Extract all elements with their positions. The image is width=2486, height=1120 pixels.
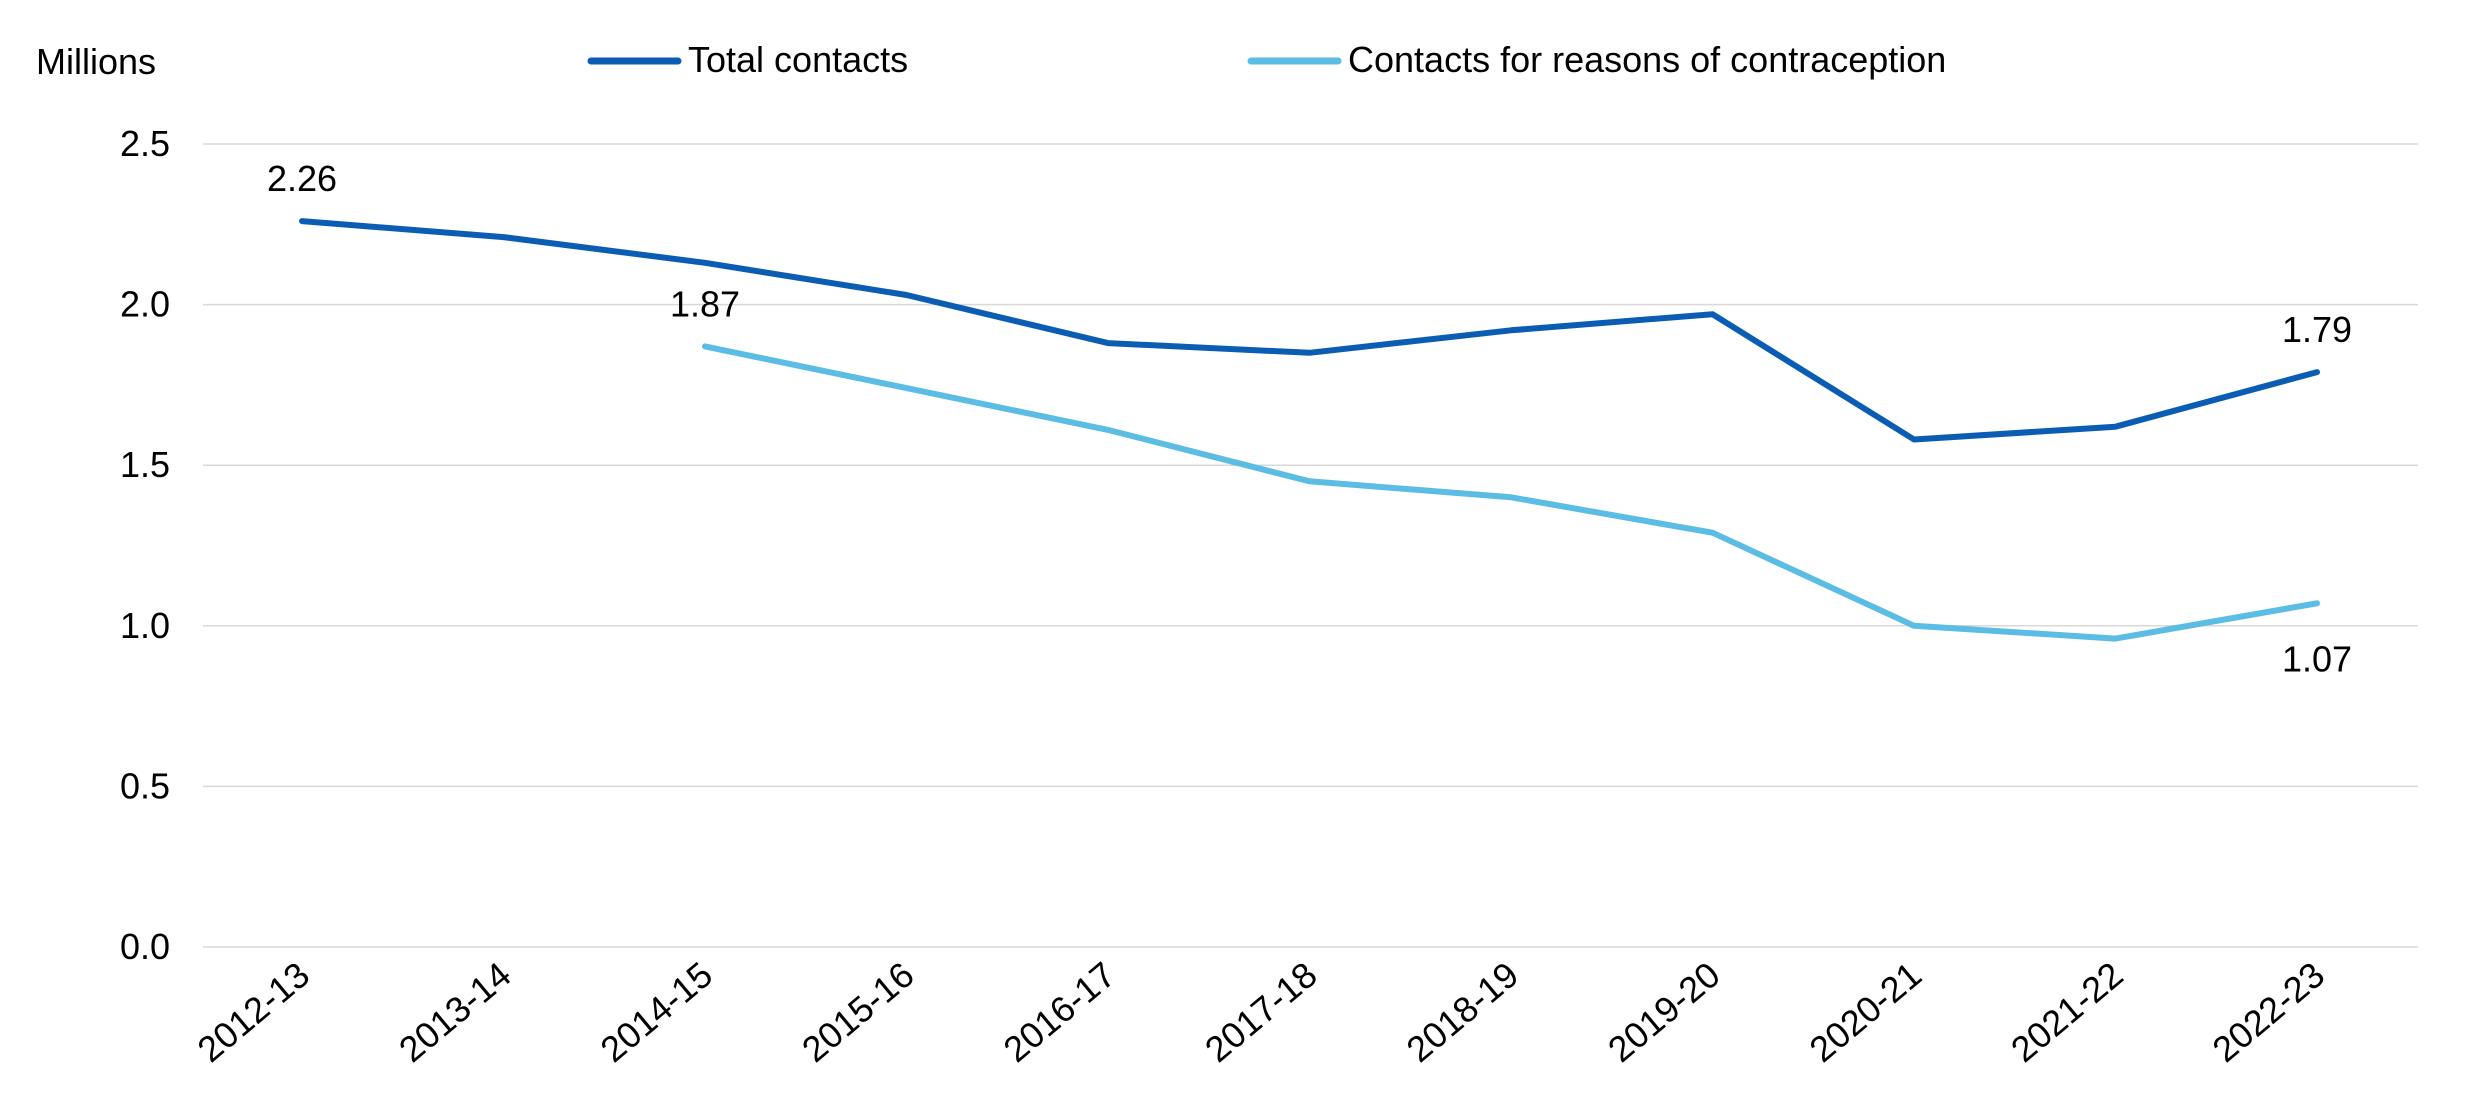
legend-item-total-contacts: Total contacts <box>587 39 908 80</box>
y-tick-label: 2.0 <box>120 284 170 325</box>
legend-item-contraception: Contacts for reasons of contraception <box>1247 39 1946 80</box>
y-tick-label: 0.0 <box>120 926 170 967</box>
y-axis-tick-labels: 0.0 0.5 1.0 1.5 2.0 2.5 <box>120 123 170 967</box>
data-label: 1.87 <box>670 283 740 324</box>
y-tick-label: 2.5 <box>120 123 170 164</box>
x-axis-tick-labels: 2012-13 2013-14 2014-15 2015-16 2016-17 2017-… <box>190 954 2333 1070</box>
legend-label-contraception: Contacts for reasons of contraception <box>1348 39 1946 80</box>
x-tick-label: 2018-19 <box>1399 954 1527 1070</box>
series-line-contraception <box>702 343 2320 642</box>
gridlines <box>203 143 2418 948</box>
data-labels: 2.26 1.79 1.87 1.07 <box>267 158 2352 679</box>
y-tick-label: 1.5 <box>120 444 170 485</box>
y-tick-label: 0.5 <box>120 765 170 806</box>
series-line-total-contacts <box>299 218 2320 443</box>
series-lines <box>299 218 2320 642</box>
legend: Total contacts Contacts for reasons of c… <box>587 39 1946 80</box>
x-tick-label: 2020-21 <box>1802 954 1930 1070</box>
data-label: 1.07 <box>2282 638 2352 679</box>
x-tick-label: 2015-16 <box>794 954 922 1070</box>
legend-label-total-contacts: Total contacts <box>688 39 908 80</box>
x-tick-label: 2019-20 <box>1600 954 1728 1070</box>
y-tick-label: 1.0 <box>120 605 170 646</box>
y-axis-unit-label: Millions <box>36 41 156 82</box>
x-tick-label: 2021-22 <box>2003 954 2131 1070</box>
data-label: 1.79 <box>2282 309 2352 350</box>
x-tick-label: 2017-18 <box>1197 954 1325 1070</box>
x-tick-label: 2022-23 <box>2205 954 2333 1070</box>
data-label: 2.26 <box>267 158 337 199</box>
x-tick-label: 2014-15 <box>593 954 721 1070</box>
x-tick-label: 2013-14 <box>391 954 519 1070</box>
x-tick-label: 2012-13 <box>190 954 318 1070</box>
x-tick-label: 2016-17 <box>996 954 1124 1070</box>
